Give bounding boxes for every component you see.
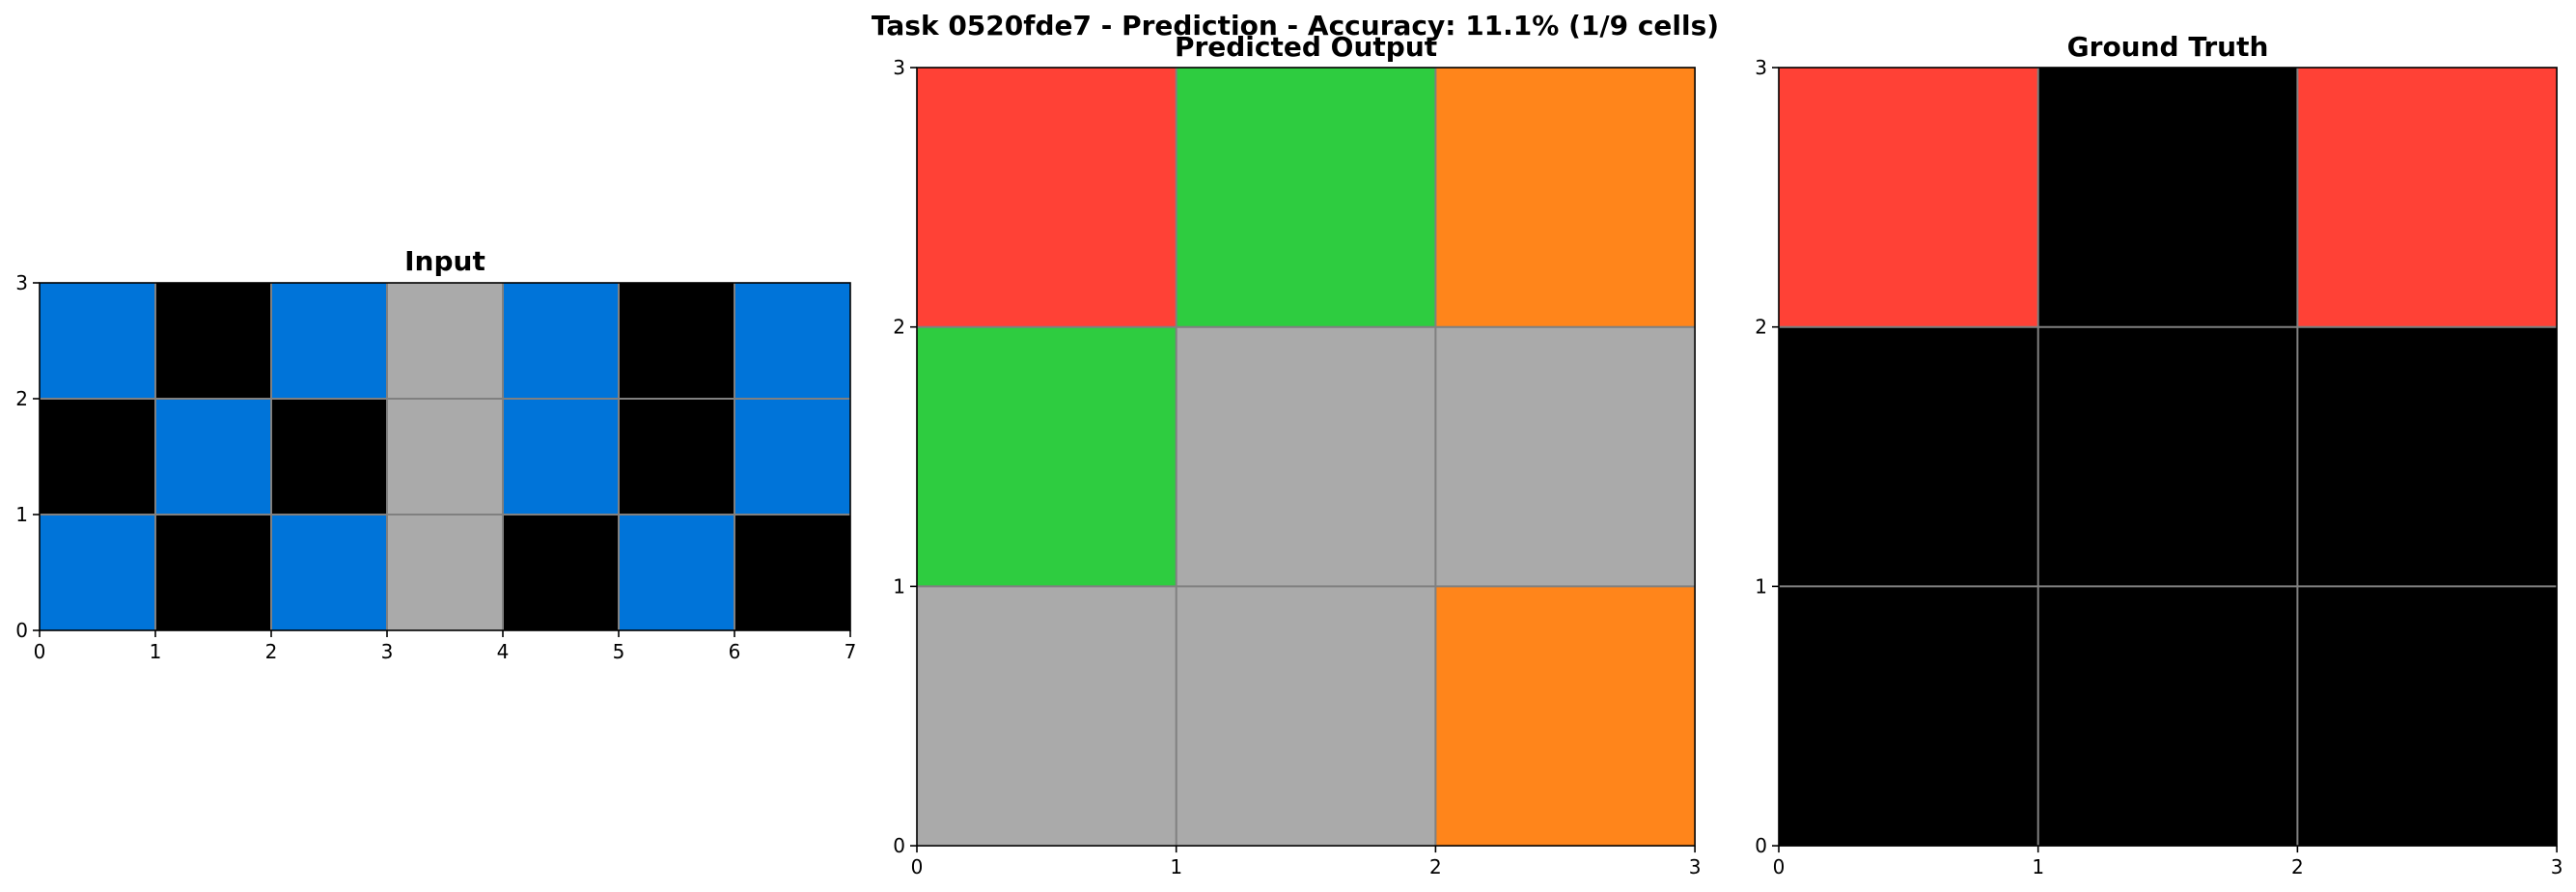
predicted-output-xtick-label-2: 2 — [1429, 855, 1442, 878]
input-cell-r1-c5 — [619, 399, 734, 515]
input-cell-r2-c3 — [387, 515, 503, 630]
input-cell-r1-c6 — [734, 399, 850, 515]
predicted-output-ytick-label-3: 3 — [893, 56, 905, 79]
ground-truth-cell-r0-c2 — [2297, 68, 2558, 327]
input-cell-r1-c3 — [387, 399, 503, 515]
input-title: Input — [404, 245, 485, 277]
ground-truth-cell-r0-c1 — [2037, 68, 2298, 327]
input-cell-r0-c0 — [40, 283, 155, 399]
input-cell-r0-c3 — [387, 283, 503, 399]
input-cell-r1-c2 — [271, 399, 387, 515]
predicted-output-xtick-label-3: 3 — [1689, 855, 1702, 878]
input-ytick-label-2: 2 — [15, 387, 28, 410]
input-ytick-label-1: 1 — [15, 503, 28, 526]
input-cell-r0-c2 — [271, 283, 387, 399]
ground-truth-xtick-label-1: 1 — [2032, 855, 2044, 878]
input-xtick-label-1: 1 — [150, 640, 162, 663]
input-xtick-label-6: 6 — [729, 640, 741, 663]
input-cell-r1-c0 — [40, 399, 155, 515]
predicted-output-xtick-label-1: 1 — [1170, 855, 1182, 878]
predicted-output-ytick-label-2: 2 — [893, 316, 905, 339]
input-cell-r2-c5 — [619, 515, 734, 630]
ground-truth-xtick-label-2: 2 — [2291, 855, 2304, 878]
predicted-output-xtick-label-0: 0 — [911, 855, 924, 878]
ground-truth-cell-r2-c2 — [2297, 586, 2558, 847]
ground-truth-ytick-label-0: 0 — [1755, 834, 1767, 857]
predicted-output-cell-r0-c2 — [1435, 68, 1696, 327]
predicted-output-cell-r1-c1 — [1176, 326, 1436, 587]
predicted-output-cell-r2-c2 — [1435, 586, 1696, 847]
ground-truth-ytick-label-1: 1 — [1755, 574, 1767, 598]
input-ytick-label-0: 0 — [15, 619, 28, 642]
ground-truth-cell-r1-c2 — [2297, 326, 2558, 587]
input-cell-r1-c1 — [155, 399, 271, 515]
predicted-output-cell-r2-c0 — [917, 586, 1177, 847]
ground-truth-cell-r2-c0 — [1779, 586, 2038, 847]
input-panel: Input 0 1 2 3 4 5 6 7 0 1 2 3 — [15, 245, 856, 663]
ground-truth-panel: Ground Truth 0 1 2 3 0 1 2 3 — [1755, 31, 2562, 878]
input-cell-r2-c1 — [155, 515, 271, 630]
predicted-output-title: Predicted Output — [1175, 31, 1437, 63]
ground-truth-ytick-label-3: 3 — [1755, 56, 1767, 79]
ground-truth-cell-r2-c1 — [2037, 586, 2298, 847]
ground-truth-cell-r0-c0 — [1779, 68, 2038, 327]
ground-truth-axes-frame — [1778, 67, 2558, 847]
predicted-output-cell-r0-c0 — [917, 68, 1177, 327]
predicted-output-cell-r1-c2 — [1435, 326, 1696, 587]
input-cell-r2-c0 — [40, 515, 155, 630]
input-axes-frame — [39, 282, 851, 631]
predicted-output-axes-frame — [916, 67, 1696, 847]
predicted-output-ytick-label-0: 0 — [893, 834, 905, 857]
predicted-output-panel: Predicted Output 0 1 2 3 0 1 2 3 — [893, 31, 1701, 878]
ground-truth-xtick-label-3: 3 — [2551, 855, 2563, 878]
input-xtick-label-5: 5 — [613, 640, 625, 663]
ground-truth-cell-r1-c1 — [2037, 326, 2298, 587]
ground-truth-cell-r1-c0 — [1779, 326, 2038, 587]
predicted-output-cell-r0-c1 — [1176, 68, 1436, 327]
predicted-output-cell-r1-c0 — [917, 326, 1177, 587]
input-cell-r0-c1 — [155, 283, 271, 399]
input-xtick-label-2: 2 — [265, 640, 278, 663]
input-cell-r0-c6 — [734, 283, 850, 399]
input-xtick-label-3: 3 — [381, 640, 394, 663]
figure-title: Task 0520fde7 - Prediction - Accuracy: 1… — [872, 10, 1719, 42]
input-cell-r1-c4 — [503, 399, 619, 515]
ground-truth-title: Ground Truth — [2067, 31, 2269, 63]
predicted-output-cell-r2-c1 — [1176, 586, 1436, 847]
input-xtick-label-7: 7 — [845, 640, 857, 663]
input-cell-r0-c5 — [619, 283, 734, 399]
input-cell-r2-c2 — [271, 515, 387, 630]
input-xtick-label-0: 0 — [34, 640, 46, 663]
ground-truth-ytick-label-2: 2 — [1755, 316, 1767, 339]
input-cell-r2-c4 — [503, 515, 619, 630]
input-cell-r2-c6 — [734, 515, 850, 630]
input-xtick-label-4: 4 — [497, 640, 510, 663]
input-cell-r0-c4 — [503, 283, 619, 399]
ground-truth-xtick-label-0: 0 — [1773, 855, 1786, 878]
input-ytick-label-3: 3 — [15, 271, 28, 294]
predicted-output-ytick-label-1: 1 — [893, 574, 905, 598]
